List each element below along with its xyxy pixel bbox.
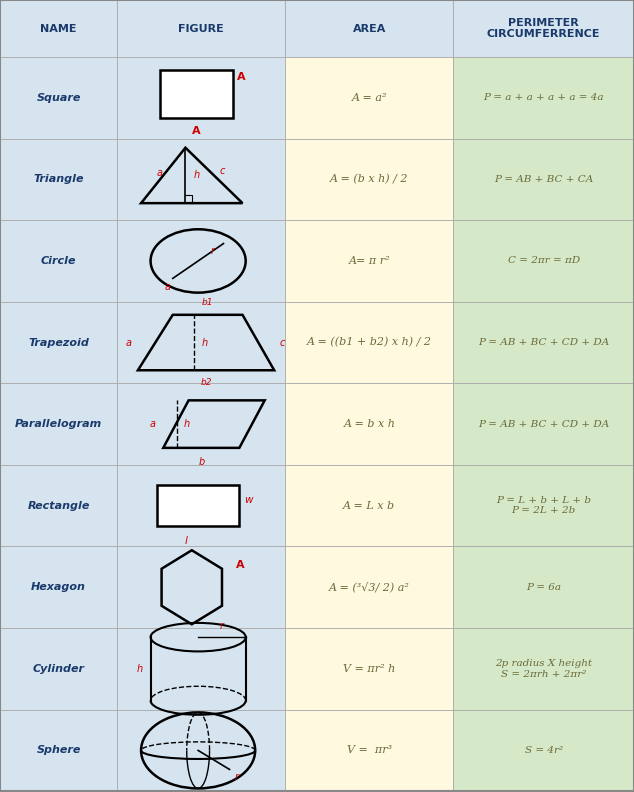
Text: A = (b x h) / 2: A = (b x h) / 2 — [330, 174, 408, 185]
Bar — [0, 710, 117, 791]
Text: A= π r²: A= π r² — [349, 256, 390, 266]
Bar — [117, 139, 285, 220]
Text: A = ((b1 + b2) x h) / 2: A = ((b1 + b2) x h) / 2 — [307, 337, 432, 348]
Bar — [117, 546, 285, 628]
Text: h: h — [193, 170, 200, 181]
Bar — [0, 465, 117, 546]
Text: a: a — [164, 281, 170, 291]
Text: A = (³√3/ 2) a²: A = (³√3/ 2) a² — [329, 582, 410, 592]
Bar — [453, 383, 634, 465]
Text: h: h — [184, 419, 190, 429]
Bar — [453, 302, 634, 383]
Text: h: h — [202, 337, 207, 348]
Bar — [453, 465, 634, 546]
Bar — [0, 302, 117, 383]
Text: r: r — [235, 771, 238, 782]
Text: l: l — [184, 535, 187, 546]
Bar — [285, 139, 453, 220]
Bar — [117, 710, 285, 791]
Text: r: r — [220, 621, 224, 630]
Text: Hexagon: Hexagon — [31, 582, 86, 592]
Text: c: c — [219, 166, 224, 176]
Text: A = a²: A = a² — [352, 93, 387, 103]
Text: A: A — [236, 560, 245, 570]
Bar — [285, 0, 453, 57]
Text: V = πr² h: V = πr² h — [343, 664, 396, 674]
Text: A: A — [192, 125, 200, 135]
Bar — [285, 628, 453, 710]
Text: b: b — [198, 457, 204, 467]
Bar — [453, 546, 634, 628]
Bar — [157, 485, 239, 526]
Bar — [117, 628, 285, 710]
Text: a: a — [150, 419, 155, 429]
Text: Rectangle: Rectangle — [27, 501, 90, 511]
Text: A = b x h: A = b x h — [344, 419, 395, 429]
Text: C = 2πr = πD: C = 2πr = πD — [508, 257, 579, 265]
Text: a: a — [157, 168, 163, 178]
Text: A = L x b: A = L x b — [343, 501, 396, 511]
Bar — [117, 465, 285, 546]
Bar — [453, 0, 634, 57]
Bar — [0, 0, 117, 57]
Text: c: c — [279, 337, 285, 348]
Text: P = 6a: P = 6a — [526, 583, 561, 592]
Bar — [0, 628, 117, 710]
Bar — [117, 57, 285, 139]
Text: Circle: Circle — [41, 256, 76, 266]
Text: NAME: NAME — [41, 24, 77, 33]
Text: b2: b2 — [200, 378, 212, 387]
Text: w: w — [245, 494, 253, 505]
Bar — [160, 70, 233, 117]
Bar — [0, 546, 117, 628]
Text: h: h — [137, 664, 143, 674]
Bar — [0, 383, 117, 465]
Text: P = AB + BC + CD + DA: P = AB + BC + CD + DA — [478, 420, 609, 428]
Text: P = a + a + a + a = 4a: P = a + a + a + a = 4a — [483, 93, 604, 102]
Text: PERIMETER
CIRCUMFERRENCE: PERIMETER CIRCUMFERRENCE — [487, 17, 600, 40]
Bar — [453, 57, 634, 139]
Text: P = AB + BC + CA: P = AB + BC + CA — [494, 175, 593, 184]
Text: a: a — [126, 337, 132, 348]
Bar — [0, 220, 117, 302]
Text: Cylinder: Cylinder — [32, 664, 85, 674]
Bar — [0, 139, 117, 220]
Text: b1: b1 — [202, 298, 214, 307]
Text: P = L + b + L + b
P = 2L + 2b: P = L + b + L + b P = 2L + 2b — [496, 496, 591, 516]
Text: P = AB + BC + CD + DA: P = AB + BC + CD + DA — [478, 338, 609, 347]
Text: S = 4r²: S = 4r² — [524, 746, 563, 755]
Bar — [285, 220, 453, 302]
Text: A: A — [236, 72, 245, 82]
Bar — [453, 139, 634, 220]
Bar — [117, 220, 285, 302]
Bar — [285, 710, 453, 791]
Bar — [453, 220, 634, 302]
Text: 2p radius X height
S = 2πrh + 2πr²: 2p radius X height S = 2πrh + 2πr² — [495, 659, 592, 679]
Bar — [285, 465, 453, 546]
Bar — [117, 302, 285, 383]
Bar — [285, 57, 453, 139]
Bar — [453, 710, 634, 791]
Text: FIGURE: FIGURE — [178, 24, 224, 33]
Text: Triangle: Triangle — [34, 174, 84, 185]
Bar — [117, 383, 285, 465]
Text: Sphere: Sphere — [37, 745, 81, 756]
Bar — [117, 0, 285, 57]
Bar — [285, 302, 453, 383]
Bar — [285, 546, 453, 628]
Bar — [0, 57, 117, 139]
Bar — [453, 628, 634, 710]
Text: Trapezoid: Trapezoid — [28, 337, 89, 348]
Text: Parallelogram: Parallelogram — [15, 419, 102, 429]
Text: AREA: AREA — [353, 24, 386, 33]
Text: r: r — [210, 246, 215, 256]
Text: Square: Square — [37, 93, 81, 103]
Bar — [285, 383, 453, 465]
Text: V =  πr³: V = πr³ — [347, 745, 392, 756]
